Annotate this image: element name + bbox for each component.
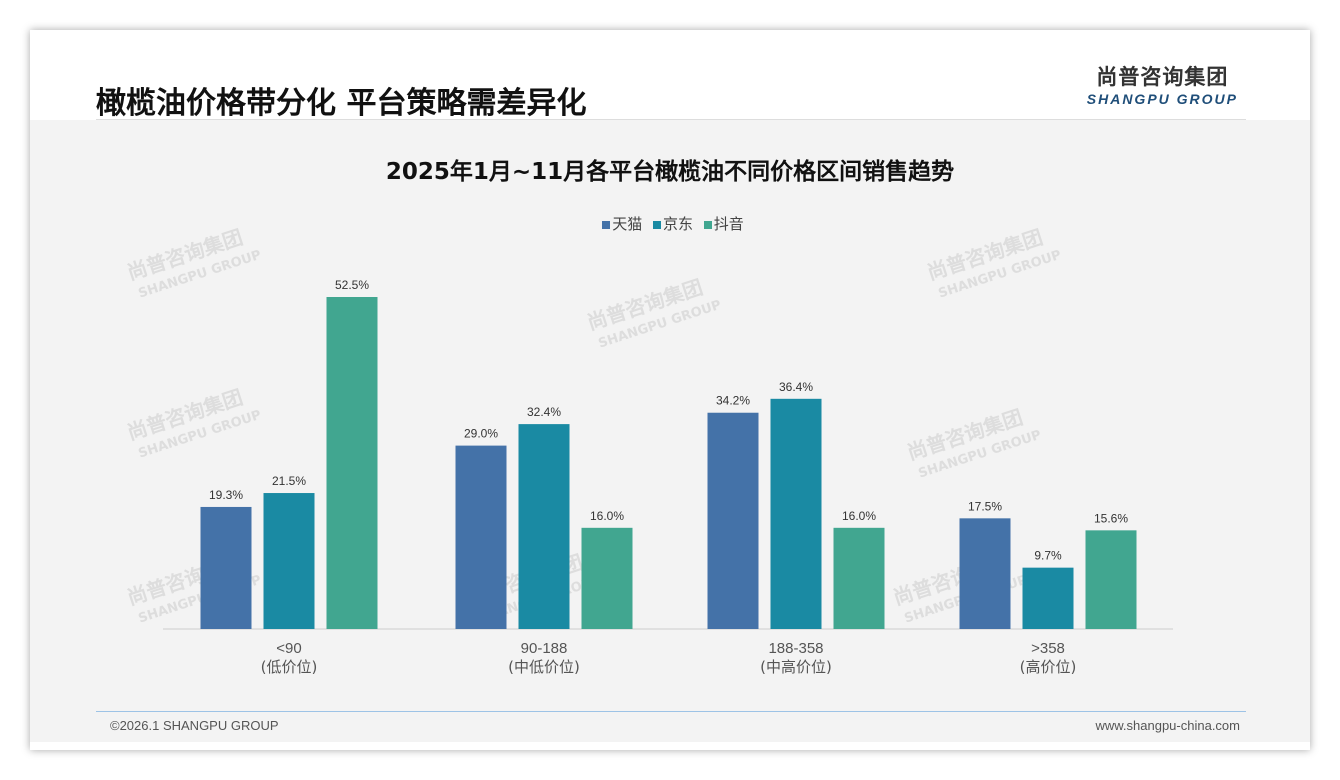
copyright: ©2026.1 SHANGPU GROUP xyxy=(110,718,279,733)
data-label: 36.4% xyxy=(779,380,813,394)
legend-item-douyin: 抖音 xyxy=(698,215,744,233)
legend: 天猫 京东 抖音 xyxy=(30,213,1310,234)
bar xyxy=(833,527,885,629)
data-label: 34.2% xyxy=(716,394,750,408)
bar xyxy=(263,493,315,629)
x-tick-label: >358 xyxy=(1031,640,1065,657)
footer-divider xyxy=(96,711,1246,712)
x-tick-sublabel: (中高价位) xyxy=(760,658,832,676)
x-tick-sublabel: (低价位) xyxy=(261,658,318,676)
x-tick-sublabel: (高价位) xyxy=(1020,658,1077,676)
x-tick-label: <90 xyxy=(276,640,301,657)
bar xyxy=(200,506,252,629)
data-label: 32.4% xyxy=(527,405,561,419)
bar xyxy=(455,445,507,629)
data-label: 17.5% xyxy=(968,499,1002,513)
data-label: 19.3% xyxy=(209,488,243,502)
data-label: 9.7% xyxy=(1034,549,1062,563)
legend-item-jd: 京东 xyxy=(647,215,693,233)
header-divider xyxy=(96,119,1246,120)
bar xyxy=(518,424,570,629)
logo-cn: 尚普咨询集团 xyxy=(1096,65,1229,89)
chart-area xyxy=(30,120,1310,742)
chart-title: 2025年1月~11月各平台橄榄油不同价格区间销售趋势 xyxy=(385,159,955,185)
logo: 尚普咨询集团 SHANGPU GROUP xyxy=(1087,64,1238,108)
data-label: 16.0% xyxy=(590,509,624,523)
x-tick-label: 90-188 xyxy=(521,640,568,657)
x-tick-sublabel: (中低价位) xyxy=(508,658,580,676)
logo-en: SHANGPU GROUP xyxy=(1086,91,1238,107)
data-label: 16.0% xyxy=(842,509,876,523)
x-tick-label: 188-358 xyxy=(768,640,823,657)
data-label: 15.6% xyxy=(1094,511,1128,525)
data-label: 52.5% xyxy=(335,278,369,292)
page-title: 橄榄油价格带分化 平台策略需差异化 xyxy=(96,86,587,121)
bar xyxy=(1022,567,1074,629)
bar xyxy=(581,527,633,629)
slide: 橄榄油价格带分化 平台策略需差异化 尚普咨询集团 SHANGPU GROUP 尚… xyxy=(30,30,1310,750)
bar xyxy=(959,518,1011,629)
bar xyxy=(326,297,378,629)
legend-item-tmall: 天猫 xyxy=(596,215,642,233)
bar xyxy=(707,412,759,629)
website-link: www.shangpu-china.com xyxy=(1095,718,1240,733)
data-label: 29.0% xyxy=(464,427,498,441)
bar xyxy=(770,398,822,629)
data-label: 21.5% xyxy=(272,474,306,488)
bar xyxy=(1085,530,1137,629)
